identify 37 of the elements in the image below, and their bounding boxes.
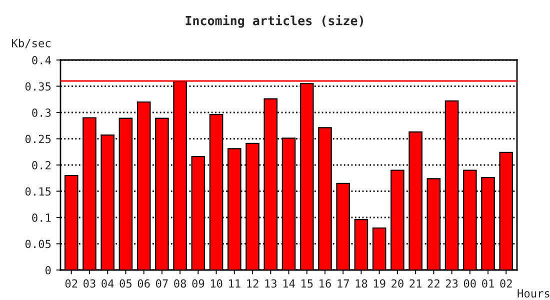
x-tick-label: 23 — [446, 279, 458, 288]
y-tick-label: 0.1 — [32, 214, 51, 222]
x-tick-label: 19 — [374, 279, 386, 288]
x-tick-label: 18 — [356, 279, 368, 288]
x-tick-label: 21 — [410, 279, 422, 288]
x-tick-label: 08 — [174, 279, 186, 288]
y-tick-label: 0 — [46, 266, 51, 274]
y-tick-label: 0.25 — [25, 134, 51, 144]
x-tick-label: 22 — [428, 279, 440, 288]
x-tick-label: 07 — [156, 279, 168, 288]
x-tick-label: 02 — [65, 279, 78, 288]
x-tick-label: 09 — [192, 279, 204, 288]
y-tick-label: 0.4 — [32, 56, 51, 64]
x-tick-label: 14 — [283, 279, 295, 288]
x-tick-label: 04 — [102, 279, 114, 288]
x-tick-label: 05 — [120, 279, 132, 288]
y-tick-label: 0.15 — [25, 187, 51, 196]
x-tick-label: 13 — [265, 279, 276, 288]
chart-title: Incoming articles (size) — [186, 14, 363, 28]
y-axis-title: Kb/sec — [12, 38, 50, 48]
x-axis-title: Hours — [518, 289, 550, 298]
x-tick-label: 16 — [320, 279, 331, 288]
x-tick-label: 11 — [229, 279, 240, 288]
x-tick-label: 06 — [138, 279, 150, 288]
y-tick-label: 0.3 — [32, 108, 51, 117]
x-tick-label: 00 — [464, 279, 476, 288]
y-tick-label: 0.35 — [25, 82, 51, 91]
x-tick-label: 01 — [482, 279, 494, 288]
y-tick-label: 0.2 — [32, 161, 51, 170]
x-tick-label: 03 — [84, 279, 96, 288]
y-tick-label: 0.05 — [25, 240, 51, 248]
x-tick-label: 10 — [210, 279, 222, 288]
x-tick-label: 02 — [500, 279, 512, 288]
x-tick-label: 12 — [247, 279, 258, 288]
x-tick-label: 15 — [302, 279, 313, 288]
x-tick-label: 20 — [392, 279, 404, 288]
x-tick-label: 17 — [338, 279, 349, 288]
